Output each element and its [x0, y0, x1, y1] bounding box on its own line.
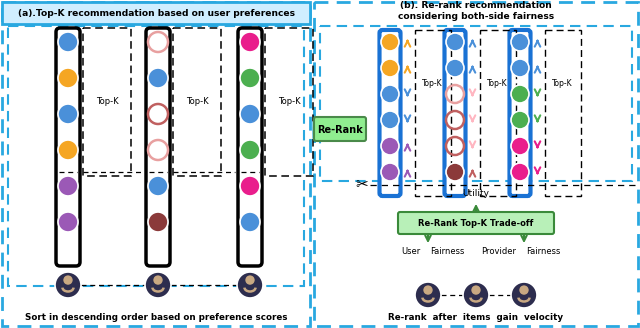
FancyBboxPatch shape [398, 212, 554, 234]
Bar [2, 2, 310, 24]
Circle shape [381, 111, 399, 129]
Text: Re-rank  after  items  gain  velocity: Re-rank after items gain velocity [388, 314, 564, 322]
Text: Fairness: Fairness [526, 248, 561, 256]
Circle shape [446, 33, 464, 51]
Circle shape [240, 140, 260, 160]
Circle shape [511, 59, 529, 77]
Circle shape [58, 176, 78, 196]
Bar [314, 2, 638, 326]
Circle shape [240, 68, 260, 88]
Circle shape [511, 85, 529, 103]
Circle shape [58, 104, 78, 124]
Text: (a).Top-K recommendation based on user preferences: (a).Top-K recommendation based on user p… [17, 9, 294, 17]
Circle shape [519, 285, 529, 295]
Circle shape [240, 212, 260, 232]
Text: Sort in descending order based on preference scores: Sort in descending order based on prefer… [25, 314, 287, 322]
Circle shape [511, 137, 529, 155]
Circle shape [511, 33, 529, 51]
Circle shape [511, 282, 537, 308]
Circle shape [245, 276, 255, 285]
Circle shape [154, 276, 163, 285]
Bar [2, 2, 310, 326]
Text: Provider: Provider [481, 248, 516, 256]
Text: ✂: ✂ [355, 177, 368, 193]
Circle shape [446, 59, 464, 77]
Circle shape [63, 276, 73, 285]
Text: Utility: Utility [463, 190, 490, 198]
FancyBboxPatch shape [509, 30, 531, 196]
Circle shape [145, 272, 171, 298]
Bar [265, 28, 313, 176]
Bar [173, 28, 221, 176]
Circle shape [240, 176, 260, 196]
Circle shape [240, 32, 260, 52]
Bar [83, 28, 131, 176]
Circle shape [58, 212, 78, 232]
Circle shape [511, 163, 529, 181]
Text: Re-Rank: Re-Rank [317, 125, 363, 135]
Text: Top-K: Top-K [186, 97, 208, 107]
Circle shape [471, 285, 481, 295]
Circle shape [148, 176, 168, 196]
Text: Top-K: Top-K [422, 79, 443, 89]
Circle shape [381, 85, 399, 103]
Text: Fairness: Fairness [430, 248, 465, 256]
Circle shape [148, 212, 168, 232]
Text: Re-Rank Top-K Trade-off: Re-Rank Top-K Trade-off [419, 218, 534, 228]
Text: Top-K: Top-K [278, 97, 300, 107]
Circle shape [423, 285, 433, 295]
Circle shape [415, 282, 441, 308]
Circle shape [58, 32, 78, 52]
FancyBboxPatch shape [380, 30, 401, 196]
Text: User: User [401, 248, 420, 256]
Circle shape [58, 140, 78, 160]
Circle shape [381, 59, 399, 77]
Circle shape [381, 163, 399, 181]
Bar [320, 26, 632, 181]
Bar [479, 30, 515, 196]
Bar [415, 30, 451, 196]
Text: Top-K: Top-K [96, 97, 118, 107]
Text: Top-K: Top-K [487, 79, 508, 89]
FancyBboxPatch shape [238, 28, 262, 266]
Circle shape [55, 272, 81, 298]
Bar [545, 30, 580, 196]
Text: Top-K: Top-K [552, 79, 573, 89]
Circle shape [511, 111, 529, 129]
Text: (b). Re-rank recommendation
considering both-side fairness: (b). Re-rank recommendation considering … [398, 1, 554, 21]
Circle shape [381, 137, 399, 155]
FancyBboxPatch shape [314, 117, 366, 141]
FancyBboxPatch shape [146, 28, 170, 266]
Circle shape [148, 68, 168, 88]
Circle shape [237, 272, 263, 298]
Bar [8, 26, 304, 286]
FancyBboxPatch shape [56, 28, 80, 266]
Circle shape [463, 282, 489, 308]
Circle shape [240, 104, 260, 124]
Circle shape [446, 163, 464, 181]
Circle shape [58, 68, 78, 88]
FancyBboxPatch shape [445, 30, 465, 196]
Circle shape [381, 33, 399, 51]
